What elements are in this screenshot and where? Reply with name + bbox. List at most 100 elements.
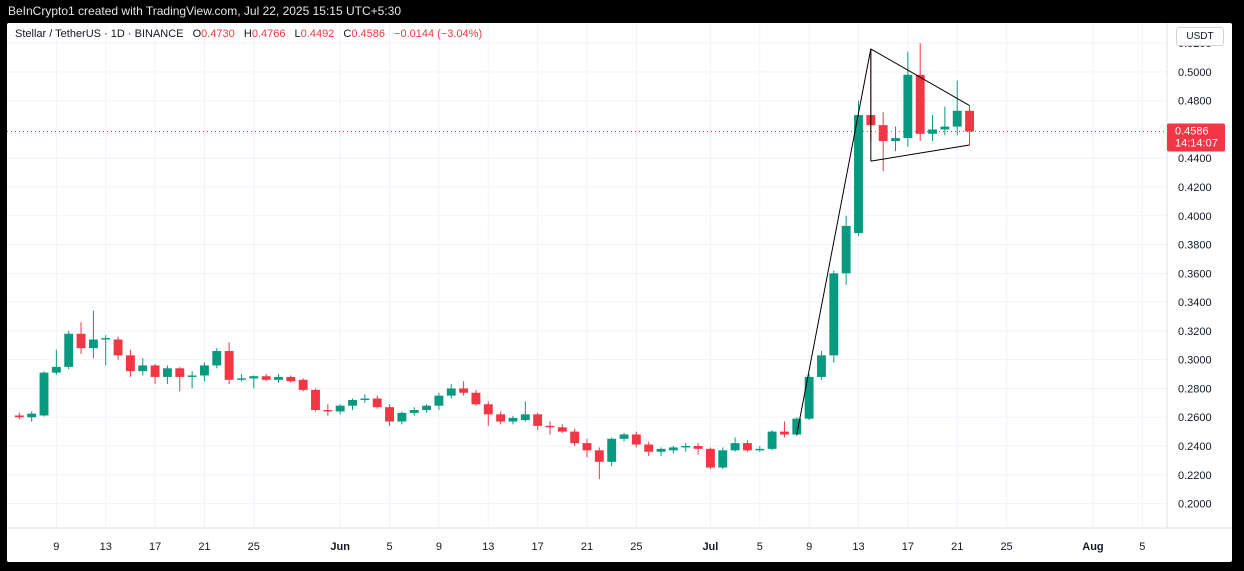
candle-body bbox=[952, 110, 962, 127]
candle-body bbox=[903, 74, 913, 139]
candle-down bbox=[372, 395, 382, 409]
candle-body bbox=[286, 376, 296, 382]
x-tick-label: 17 bbox=[149, 541, 161, 553]
low-label: L bbox=[294, 28, 301, 40]
x-tick-label: 17 bbox=[902, 541, 914, 553]
x-tick-label: 9 bbox=[806, 541, 812, 553]
last-price-tag: 0.4586 14:14:07 bbox=[1167, 123, 1225, 152]
x-tick-label: 21 bbox=[581, 541, 593, 553]
change-value: −0.0144 (−3.04%) bbox=[394, 28, 483, 40]
candle-down bbox=[631, 431, 641, 448]
candle-down bbox=[545, 421, 555, 435]
candle-body bbox=[829, 273, 839, 356]
candle-up bbox=[237, 374, 246, 382]
candle-up bbox=[360, 394, 370, 403]
candle-body bbox=[372, 398, 382, 408]
candle-down bbox=[14, 412, 24, 420]
y-axis[interactable]: 0.52000.50000.48000.44000.42000.40000.38… bbox=[1178, 38, 1212, 510]
candle-body bbox=[520, 414, 530, 421]
candle-up bbox=[520, 401, 530, 422]
high-value: 0.4766 bbox=[251, 28, 286, 40]
chart-panel[interactable]: Stellar / TetherUS · 1D · BINANCE O0.473… bbox=[7, 23, 1232, 562]
candle-down bbox=[780, 421, 789, 438]
candle-up bbox=[767, 430, 777, 451]
candle-body bbox=[656, 448, 666, 452]
candle-body bbox=[940, 126, 950, 130]
candle-up bbox=[619, 433, 629, 442]
candle-up bbox=[187, 371, 197, 389]
candle-body bbox=[224, 351, 234, 380]
y-tick-label: 0.3800 bbox=[1178, 240, 1212, 252]
x-tick-label: 9 bbox=[436, 541, 442, 553]
candle-body bbox=[409, 410, 419, 413]
candle-down bbox=[915, 43, 925, 141]
candle-up bbox=[27, 411, 37, 422]
x-tick-label: 13 bbox=[100, 541, 112, 553]
candle-body bbox=[323, 410, 333, 412]
candle-up bbox=[397, 411, 407, 425]
candle-up bbox=[138, 358, 148, 376]
candle-body bbox=[792, 418, 802, 435]
candle-up bbox=[200, 362, 209, 382]
candle-body bbox=[631, 434, 641, 445]
x-axis[interactable]: 9 13 17 21 25 Jun 5 9 13 17 21 25 Jul 5 9 13 17 21 25 Aug 5 bbox=[53, 541, 1145, 553]
y-tick-label: 0.2600 bbox=[1178, 412, 1212, 424]
candle-up bbox=[718, 447, 728, 470]
candle-up bbox=[804, 374, 814, 421]
x-tick-label: 5 bbox=[757, 541, 763, 553]
candle-body bbox=[693, 445, 703, 449]
candle-up bbox=[891, 126, 900, 152]
candle-body bbox=[138, 365, 148, 372]
candle-body bbox=[249, 376, 259, 379]
candle-down bbox=[113, 336, 123, 360]
candle-body bbox=[705, 448, 715, 468]
y-tick-label: 0.4400 bbox=[1178, 153, 1212, 165]
trend-lines bbox=[796, 48, 970, 435]
y-tick-label: 0.5000 bbox=[1178, 67, 1212, 79]
candle-body bbox=[891, 138, 900, 141]
x-tick-label: 17 bbox=[532, 541, 544, 553]
last-price-value: 0.4586 bbox=[1175, 125, 1209, 137]
candle-body bbox=[878, 125, 888, 141]
candle-down bbox=[582, 438, 592, 458]
candle-body bbox=[767, 431, 777, 449]
candle-up bbox=[607, 437, 617, 467]
candle-body bbox=[125, 355, 135, 372]
candle-body bbox=[594, 450, 604, 462]
candle-body bbox=[668, 447, 678, 451]
candle-up bbox=[101, 335, 111, 366]
candle-body bbox=[385, 407, 394, 422]
candle-body bbox=[64, 333, 74, 367]
price-chart[interactable]: 0.52000.50000.48000.44000.42000.40000.38… bbox=[7, 23, 1232, 562]
x-tick-label: 21 bbox=[951, 541, 963, 553]
candle-up bbox=[854, 100, 863, 236]
x-tick-label: 13 bbox=[482, 541, 494, 553]
x-tick-label: Aug bbox=[1082, 541, 1103, 553]
candle-body bbox=[113, 339, 123, 356]
candle-body bbox=[348, 399, 357, 406]
candle-up bbox=[88, 310, 98, 359]
candle-up bbox=[903, 51, 913, 147]
candle-down bbox=[175, 366, 185, 392]
candle-body bbox=[298, 379, 308, 390]
candle-down bbox=[298, 378, 308, 392]
x-tick-label: 25 bbox=[630, 541, 642, 553]
candle-up bbox=[212, 348, 222, 369]
symbol-name[interactable]: Stellar / TetherUS · 1D · BINANCE bbox=[15, 28, 184, 40]
candle-body bbox=[162, 368, 172, 377]
currency-button[interactable]: USDT bbox=[1176, 27, 1224, 46]
y-tick-label: 0.3200 bbox=[1178, 326, 1212, 338]
candle-body bbox=[854, 115, 863, 234]
candle-body bbox=[681, 445, 691, 448]
candle-body bbox=[570, 431, 580, 444]
x-tick-label: 25 bbox=[1000, 541, 1012, 553]
x-tick-label: 21 bbox=[198, 541, 210, 553]
candle-body bbox=[644, 444, 654, 452]
candle-up bbox=[39, 371, 49, 417]
candle-up bbox=[422, 404, 432, 413]
candle-down bbox=[483, 401, 493, 426]
candle-body bbox=[434, 395, 444, 406]
candle-down bbox=[496, 411, 506, 425]
grid-lines bbox=[7, 23, 1167, 528]
